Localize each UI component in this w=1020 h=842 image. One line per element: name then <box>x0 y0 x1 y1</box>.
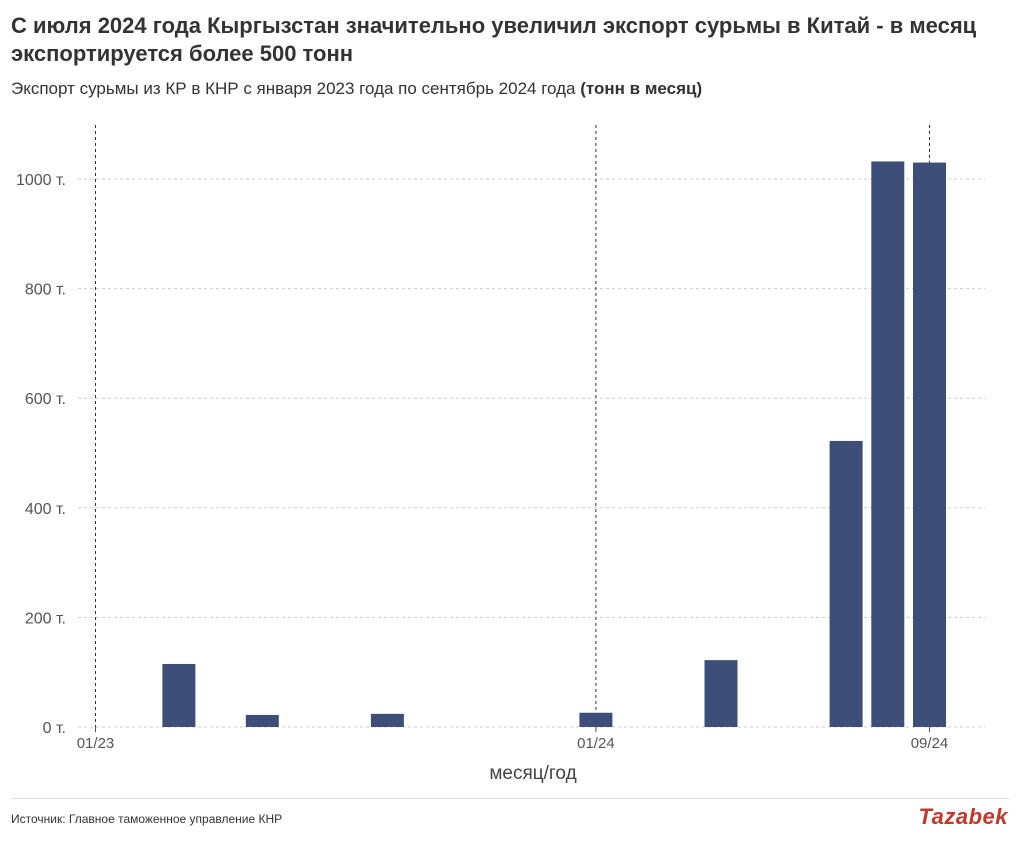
bar <box>829 440 863 727</box>
y-tick-label: 600 т. <box>25 391 66 408</box>
chart-title: С июля 2024 года Кыргызстан значительно … <box>11 13 977 66</box>
y-tick-label: 800 т. <box>25 282 66 299</box>
y-tick-label: 1000 т. <box>16 172 66 189</box>
bar <box>871 161 905 728</box>
y-tick-label: 200 т. <box>25 610 66 627</box>
bar <box>579 712 613 727</box>
x-tick-label: 01/23 <box>77 735 115 752</box>
x-axis-label: месяц/год <box>489 763 576 784</box>
bar <box>370 713 404 727</box>
footer-divider <box>11 798 1009 799</box>
bar <box>162 663 196 727</box>
bar <box>704 660 738 727</box>
bar <box>245 714 279 727</box>
bar <box>913 162 946 727</box>
brand-logo[interactable]: Tazabek <box>918 804 1008 829</box>
x-tick-label: 09/24 <box>911 735 949 752</box>
subtitle-unit: (тонн в месяц) <box>580 79 703 98</box>
y-tick-label: 400 т. <box>25 501 66 518</box>
x-tick-label: 01/24 <box>577 735 615 752</box>
y-tick-label: 0 т. <box>43 720 66 737</box>
chart-subtitle: Экспорт сурьмы из КР в КНР с января 2023… <box>11 78 1011 100</box>
source-text: Источник: Главное таможенное управление … <box>11 812 283 826</box>
subtitle-main: Экспорт сурьмы из КР в КНР с января 2023… <box>11 79 576 98</box>
